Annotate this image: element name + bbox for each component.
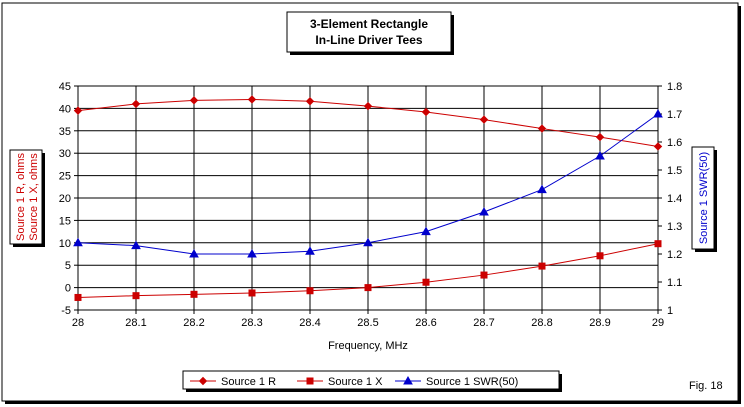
legend-marker (306, 377, 314, 385)
series-2 (74, 240, 662, 301)
y-left-tick-label: 25 (59, 171, 71, 183)
y-right-tick-label: 1.7 (667, 109, 682, 121)
y-left-tick-label: 0 (65, 283, 71, 295)
data-point (247, 95, 257, 104)
data-point (538, 262, 546, 270)
y-left-ticks: 45 40 35 30 25 20 15 10 5 0 -5 (59, 81, 78, 317)
y-left-tick-label: 5 (65, 260, 71, 272)
y-left-title-line2: Source 1 X, ohms (28, 153, 40, 241)
y-left-tick-label: 20 (59, 193, 71, 205)
data-point (190, 290, 198, 298)
y-right-tick-label: 1.4 (667, 193, 682, 205)
data-point (247, 248, 257, 258)
data-point (421, 226, 431, 236)
legend-marker (198, 376, 208, 386)
data-point (596, 252, 604, 260)
legend-label: Source 1 R (221, 376, 276, 388)
data-point (480, 271, 488, 279)
legend: Source 1 R Source 1 X Source 1 SWR(50) (190, 375, 518, 388)
data-point (305, 97, 315, 106)
x-tick-label: 28.5 (357, 317, 378, 329)
x-axis-title: Frequency, MHz (328, 340, 408, 352)
y-left-tick-label: 35 (59, 126, 71, 138)
x-tick-label: 28.3 (241, 317, 262, 329)
legend-label: Source 1 SWR(50) (426, 376, 518, 388)
data-point (363, 237, 373, 247)
data-point (248, 289, 256, 297)
y-right-title: Source 1 SWR(50) (698, 152, 710, 244)
y-right-tick-label: 1.5 (667, 165, 682, 177)
x-tick-label: 28 (72, 317, 84, 329)
data-point (537, 184, 547, 194)
data-point (189, 96, 199, 105)
data-point (363, 101, 373, 111)
series-1 (73, 95, 663, 151)
data-point (653, 142, 663, 151)
data-point (189, 248, 199, 258)
data-point (364, 284, 372, 292)
data-point (595, 132, 605, 142)
chart-title-line1: 3-Element Rectangle (310, 17, 428, 31)
y-right-title-box (691, 146, 715, 250)
y-left-title-line1: Source 1 R, ohms (15, 152, 27, 241)
y-left-tick-label: 45 (59, 81, 71, 93)
x-tick-label: 29 (652, 317, 664, 329)
data-point (306, 287, 314, 295)
y-right-tick-label: 1.6 (667, 137, 682, 149)
y-right-tick-label: 1.1 (667, 277, 682, 289)
data-point (73, 237, 83, 247)
data-point (595, 150, 605, 160)
data-point (537, 124, 547, 133)
x-tick-label: 28.7 (473, 317, 494, 329)
legend-marker (403, 375, 413, 385)
y-left-tick-label: 40 (59, 103, 71, 115)
figure-label: Fig. 18 (689, 380, 723, 392)
data-point (479, 206, 489, 216)
legend-box (182, 370, 560, 390)
data-point (479, 115, 489, 124)
y-left-title-box (9, 149, 43, 245)
title-box (286, 11, 452, 53)
y-left-tick-label: -5 (61, 305, 71, 317)
y-left-tick-label: 30 (59, 148, 71, 160)
data-point (654, 240, 662, 248)
y-right-tick-label: 1.3 (667, 221, 682, 233)
x-tick-label: 28.2 (183, 317, 204, 329)
x-tick-label: 28.8 (531, 317, 552, 329)
x-ticks: 28 28.1 28.2 28.3 28.4 28.5 28.6 28.7 28.8 28.9 29 (72, 310, 664, 329)
y-right-tick-label: 1 (667, 305, 673, 317)
y-right-tick-label: 1.8 (667, 81, 682, 93)
data-point (131, 240, 141, 250)
chart-title-line2: In-Line Driver Tees (315, 33, 422, 47)
data-point (422, 278, 430, 286)
data-point (132, 292, 140, 300)
data-point (421, 107, 431, 117)
x-tick-label: 28.4 (299, 317, 320, 329)
data-point (73, 106, 83, 115)
y-left-tick-label: 10 (59, 238, 71, 250)
series-3 (73, 108, 663, 258)
x-tick-label: 28.9 (589, 317, 610, 329)
data-point (74, 293, 82, 301)
data-point (653, 108, 663, 118)
series-layer (73, 95, 663, 301)
y-right-tick-label: 1.2 (667, 249, 682, 261)
data-point (305, 246, 315, 255)
x-tick-label: 28.1 (125, 317, 146, 329)
y-right-ticks: 1.8 1.7 1.6 1.5 1.4 1.3 1.2 1.1 1 (658, 81, 682, 317)
data-point (131, 99, 141, 109)
legend-label: Source 1 X (328, 376, 383, 388)
y-left-tick-label: 15 (59, 215, 71, 227)
x-tick-label: 28.6 (415, 317, 436, 329)
